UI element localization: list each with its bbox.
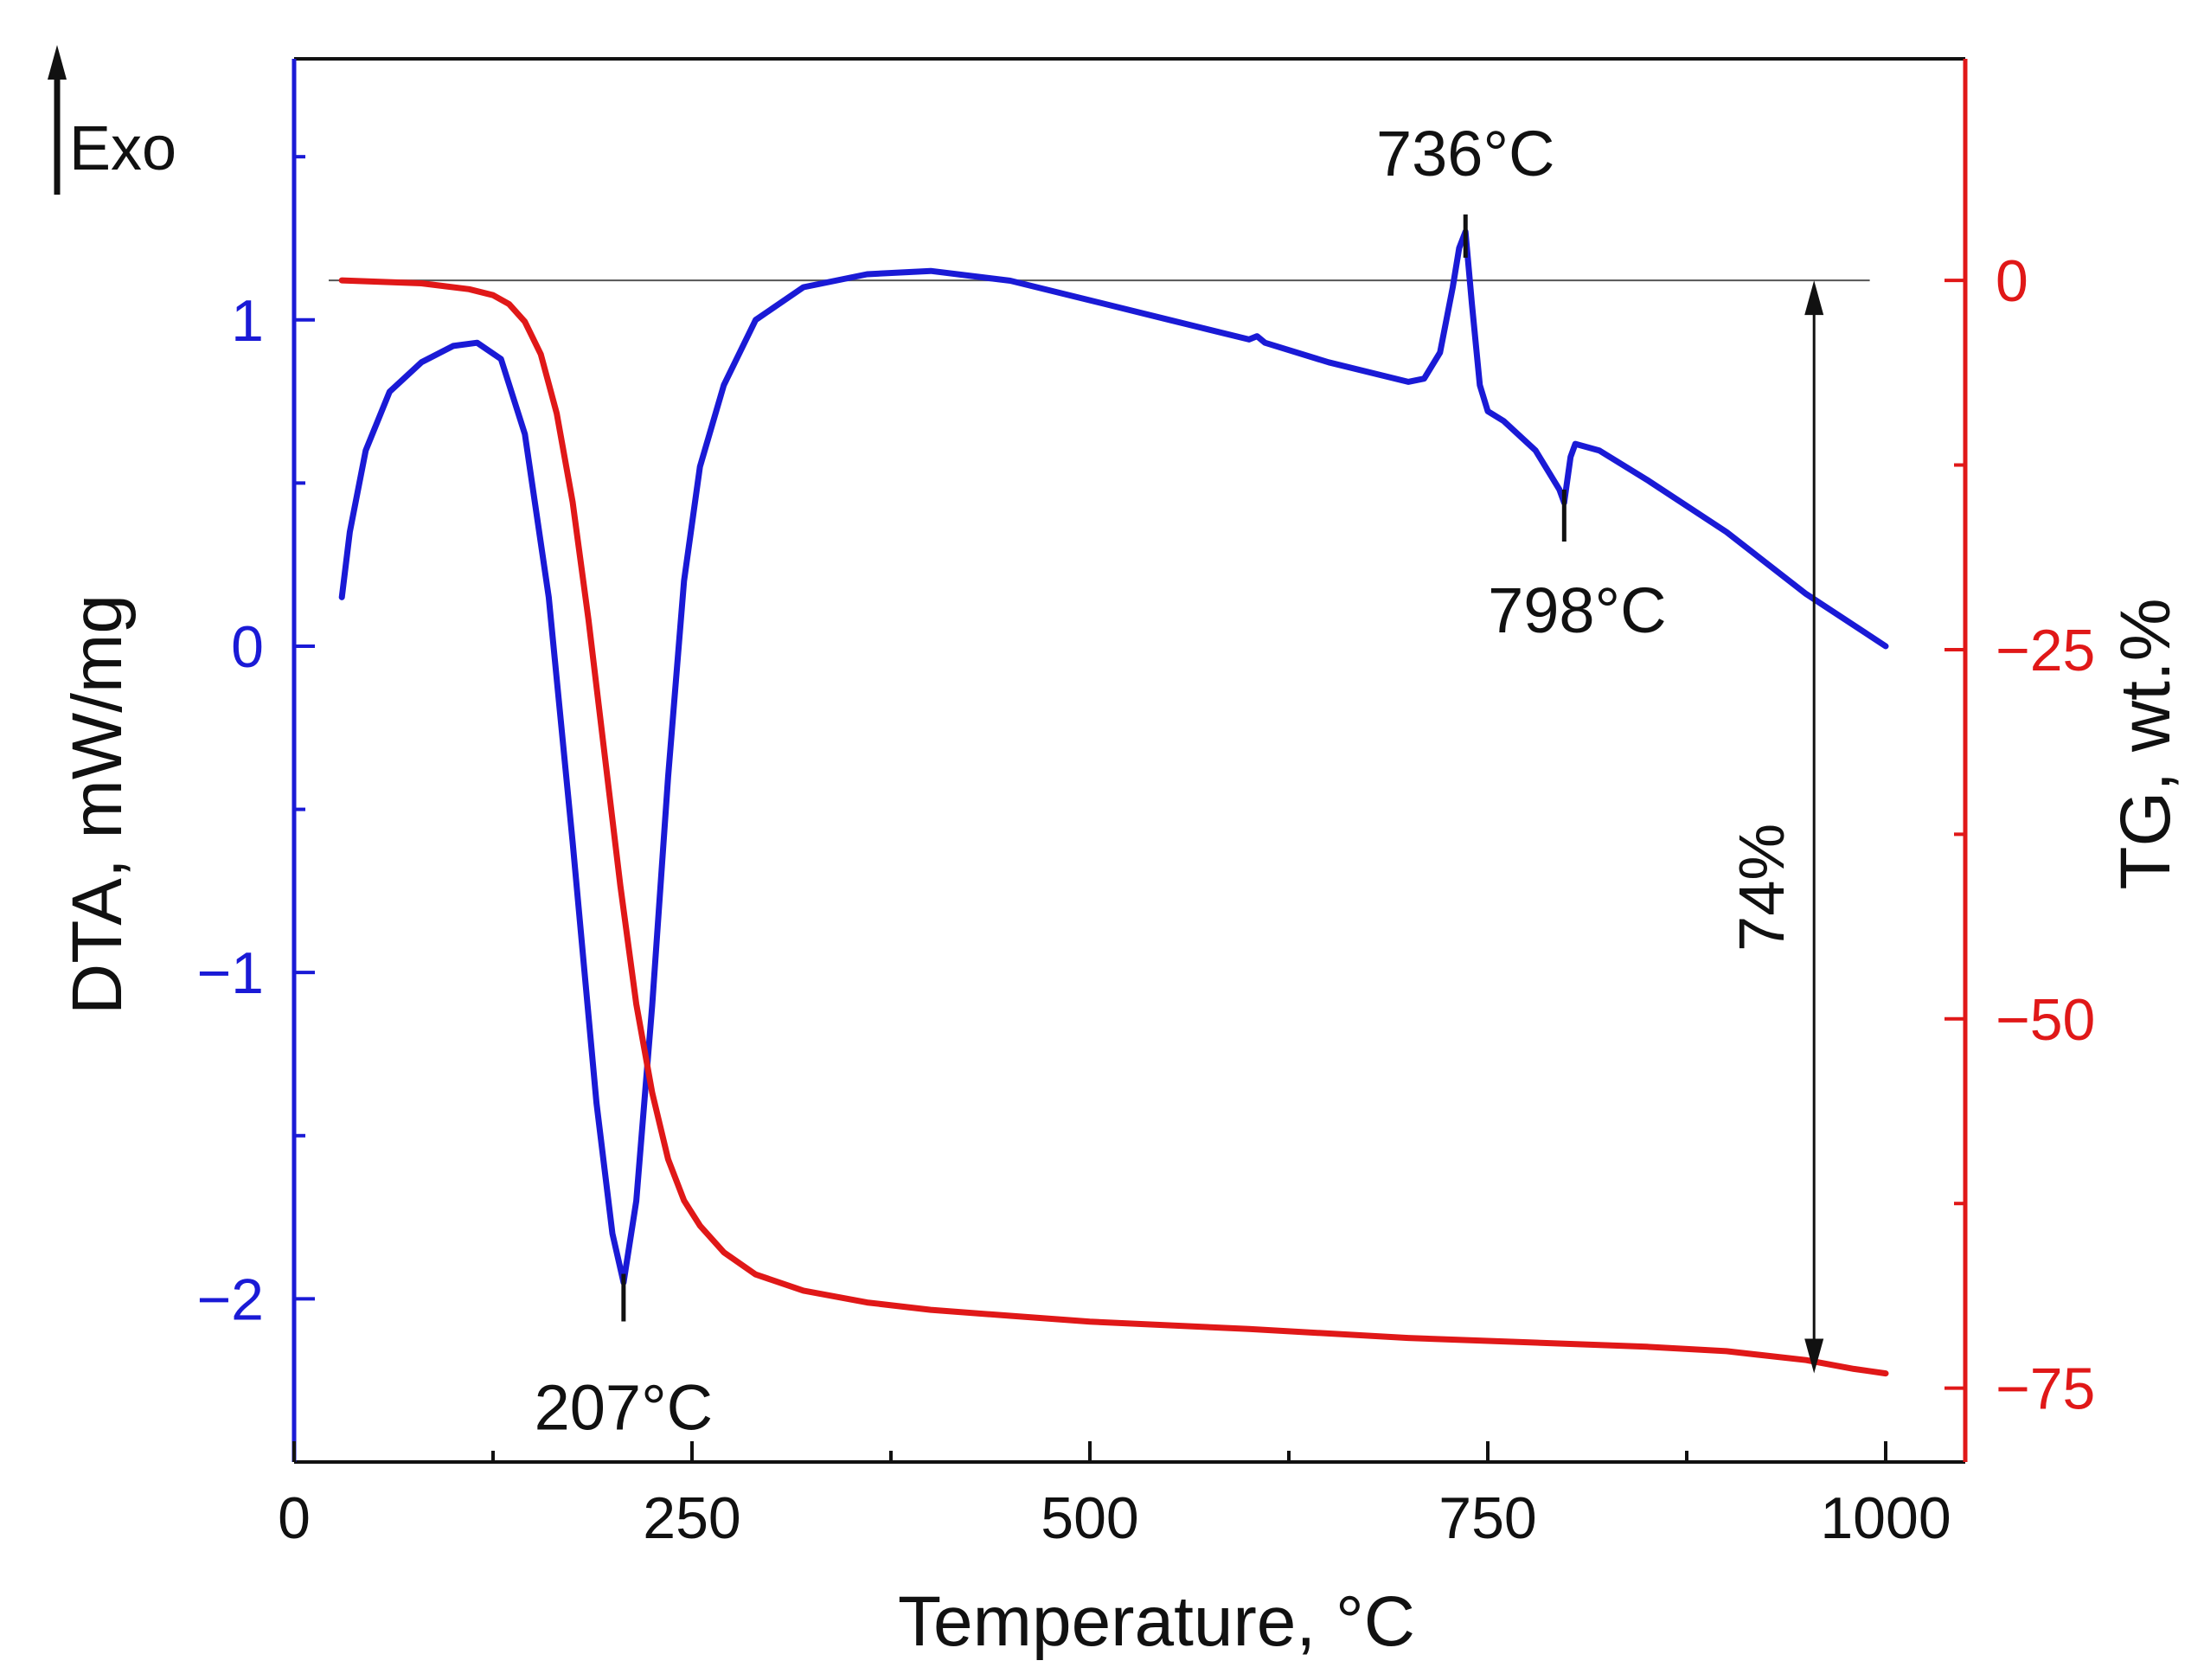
exo-label: Exo: [69, 114, 176, 183]
x-axis-title: Temperature, °C: [898, 1582, 1415, 1661]
y-right-axis-title: TG, wt.%: [2106, 598, 2185, 889]
peak-label: 736°C: [1376, 118, 1555, 189]
y-right-tick-label: −75: [1996, 1356, 2095, 1422]
x-tick-label: 1000: [1820, 1485, 1951, 1551]
mass-loss-arrow-head-top: [1804, 280, 1824, 316]
y-left-tick-label: −2: [196, 1266, 264, 1332]
x-tick-label: 750: [1438, 1485, 1536, 1551]
x-tick-label: 250: [643, 1485, 740, 1551]
mass-loss-label: 74%: [1726, 824, 1797, 952]
series-line-dta: [338, 228, 1889, 1286]
peak-label: 798°C: [1488, 574, 1667, 646]
y-right-tick-label: 0: [1996, 248, 2028, 314]
y-left-axis-title: DTA, mW/mg: [58, 594, 137, 1015]
annotations-group: 207°C 736°C 798°C 74%: [535, 118, 1824, 1444]
exo-indicator: Exo: [48, 45, 176, 195]
axes-group: [292, 57, 1968, 1464]
exo-arrow-head: [48, 45, 67, 80]
y-left-tick-label: −1: [196, 940, 264, 1006]
series-group: [329, 228, 1889, 1377]
mass-loss-arrow-head-bottom: [1804, 1338, 1824, 1374]
y-right-tick-label: −50: [1996, 987, 2095, 1053]
ticks-group: 0 250 500 750 1000 −2 −1 0 1 0 −25 −50 −75: [196, 155, 2095, 1551]
series-line-tg: [338, 277, 1889, 1377]
peak-label: 207°C: [535, 1372, 714, 1444]
x-tick-label: 0: [278, 1485, 311, 1551]
x-tick-label: 500: [1041, 1485, 1138, 1551]
y-right-tick-label: −25: [1996, 618, 2095, 683]
y-left-tick-label: 1: [231, 288, 264, 354]
y-left-tick-label: 0: [231, 614, 264, 680]
